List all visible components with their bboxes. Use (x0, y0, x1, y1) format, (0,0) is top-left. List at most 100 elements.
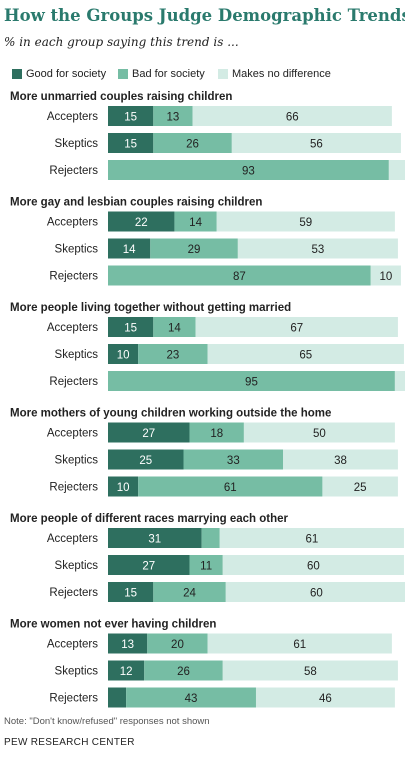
bar-none-g3-skeptics (207, 344, 404, 364)
bar-good-g2-skeptics (108, 238, 151, 259)
value-label-none-g4-accepters: 50 (313, 428, 326, 440)
value-label-none-g3-accepters: 67 (290, 323, 303, 335)
legend-label-none: Makes no difference (232, 68, 331, 80)
section-title-2: More gay and lesbian couples raising chi… (10, 197, 262, 209)
value-label-bad-g3-accepters: 14 (168, 323, 181, 335)
bar-bad-g3-skeptics (138, 344, 208, 364)
value-label-bad-g2-accepters: 14 (189, 217, 202, 229)
value-label-none-g1-accepters: 66 (286, 112, 299, 124)
value-label-good-g5-accepters: 31 (148, 534, 161, 546)
value-label-bad-g2-skeptics: 29 (188, 244, 201, 256)
bar-good-g4-rejecters (108, 476, 139, 497)
row-label-rejecters: Rejecters (49, 165, 98, 177)
value-label-good-g1-skeptics: 15 (124, 139, 137, 151)
row-label-accepters: Accepters (47, 533, 98, 545)
bar-none-g3-accepters (195, 317, 398, 337)
value-label-bad-g6-rejecters: 43 (185, 693, 198, 705)
value-label-bad-g5-rejecters: 24 (183, 588, 196, 600)
section-title-4: More mothers of young children working o… (10, 408, 331, 420)
row-label-accepters: Accepters (47, 639, 98, 651)
value-label-bad-g3-rejecters: 95 (245, 377, 258, 389)
bar-none-g1-skeptics (231, 133, 401, 153)
value-label-good-g4-accepters: 27 (142, 428, 155, 440)
legend-item-none: Makes no difference (218, 68, 331, 80)
value-label-none-g2-skeptics: 53 (311, 244, 324, 256)
bar-none-g2-skeptics (237, 238, 398, 259)
value-label-none-g1-skeptics: 56 (310, 139, 323, 151)
bar-bad-g6-rejecters (126, 687, 256, 708)
row-label-rejecters: Rejecters (49, 693, 98, 705)
legend-swatch-none (218, 69, 228, 79)
value-label-bad-g1-skeptics: 26 (186, 139, 199, 151)
bar-good-g3-skeptics (108, 344, 139, 364)
value-label-none-g4-rejecters: 25 (354, 482, 367, 494)
value-label-good-g6-skeptics: 12 (120, 666, 133, 678)
bar-none-g6-skeptics (222, 660, 398, 681)
row-label-skeptics: Skeptics (55, 349, 99, 361)
value-label-none-g2-rejecters: 10 (379, 271, 392, 283)
row-label-skeptics: Skeptics (55, 138, 99, 150)
bar-bad-g6-skeptics (144, 660, 223, 681)
bar-none-g4-accepters (243, 422, 395, 443)
row-label-accepters: Accepters (47, 322, 98, 334)
source-credit: PEW RESEARCH CENTER (4, 737, 135, 748)
value-label-good-g5-rejecters: 15 (124, 588, 137, 600)
bar-bad-g6-accepters (147, 633, 208, 654)
legend-item-good: Good for society (12, 68, 106, 80)
value-label-bad-g1-accepters: 13 (167, 112, 180, 124)
bar-good-g6-skeptics (108, 660, 145, 681)
value-label-bad-g5-skeptics: 11 (200, 561, 212, 573)
bar-none-g6-accepters (207, 633, 392, 654)
chart-subtitle: % in each group saying this trend is ... (4, 35, 239, 49)
bar-good-g3-accepters (108, 317, 154, 337)
section-title-6: More women not ever having children (10, 619, 216, 631)
bar-good-g1-accepters (108, 106, 154, 126)
row-label-skeptics: Skeptics (55, 455, 99, 467)
bar-bad-g1-rejecters (108, 160, 389, 180)
bar-none-g1-rejecters (388, 160, 405, 180)
value-label-bad-g4-rejecters: 61 (224, 482, 237, 494)
value-label-good-g5-skeptics: 27 (142, 561, 155, 573)
section-title-5: More people of different races marrying … (10, 513, 289, 525)
bar-good-g4-accepters (108, 422, 190, 443)
row-label-rejecters: Rejecters (49, 376, 98, 388)
bar-none-g4-skeptics (283, 449, 398, 470)
value-label-good-g1-accepters: 15 (124, 112, 137, 124)
bar-bad-g5-skeptics (189, 555, 223, 575)
bar-bad-g4-rejecters (138, 476, 323, 497)
bar-good-g4-skeptics (108, 449, 184, 470)
value-label-good-g3-accepters: 15 (124, 323, 137, 335)
row-label-rejecters: Rejecters (49, 587, 98, 599)
bar-good-g2-accepters (108, 211, 175, 232)
bar-bad-g5-rejecters (153, 582, 226, 602)
bar-bad-g1-accepters (153, 106, 193, 126)
value-label-bad-g1-rejecters: 93 (242, 166, 255, 178)
row-label-skeptics: Skeptics (55, 666, 99, 678)
bar-bad-g3-accepters (153, 317, 196, 337)
bar-bad-g5-accepters (201, 528, 220, 548)
value-label-good-g2-accepters: 22 (135, 217, 148, 229)
bar-good-g6-rejecters (108, 687, 127, 708)
value-label-none-g4-skeptics: 38 (334, 455, 347, 467)
value-label-bad-g3-skeptics: 23 (167, 350, 180, 362)
value-label-good-g2-skeptics: 14 (123, 244, 136, 256)
value-label-none-g5-accepters: 61 (305, 534, 318, 546)
row-label-rejecters: Rejecters (49, 271, 98, 283)
bar-bad-g2-skeptics (150, 238, 238, 259)
row-label-accepters: Accepters (47, 428, 98, 440)
legend-label-good: Good for society (26, 68, 107, 80)
bar-none-g6-rejecters (255, 687, 395, 708)
value-label-none-g5-rejecters: 60 (310, 588, 323, 600)
row-label-skeptics: Skeptics (55, 560, 99, 572)
value-label-bad-g4-accepters: 18 (210, 428, 223, 440)
value-label-bad-g6-accepters: 20 (171, 639, 184, 651)
legend-swatch-bad (118, 69, 128, 79)
bar-bad-g4-accepters (189, 422, 244, 443)
value-label-good-g4-skeptics: 25 (139, 455, 152, 467)
bar-none-g5-skeptics (222, 555, 404, 575)
bar-good-g5-rejecters (108, 582, 154, 602)
row-label-accepters: Accepters (47, 111, 98, 123)
legend-label-bad: Bad for society (132, 68, 205, 80)
value-label-good-g6-accepters: 13 (121, 639, 134, 651)
